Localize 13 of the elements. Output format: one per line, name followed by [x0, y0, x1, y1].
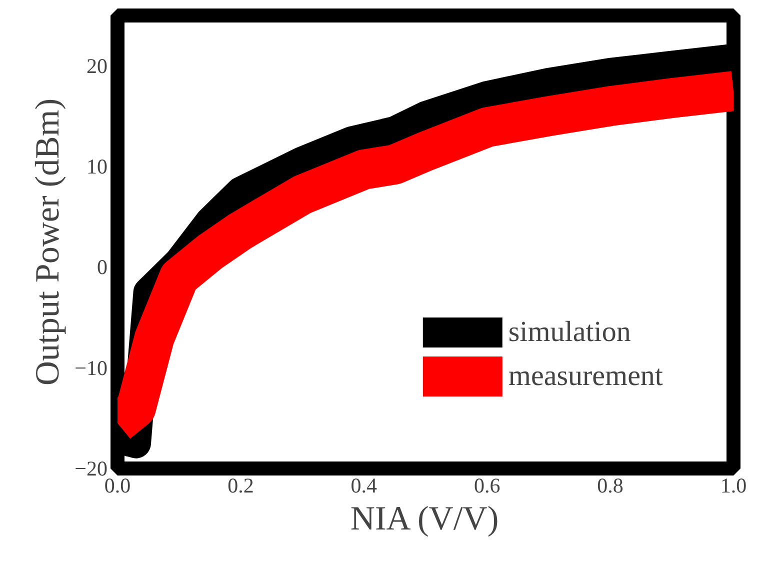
y-tick-label: 10 — [86, 154, 108, 178]
y-tick-label: 0 — [97, 255, 108, 280]
x-tick-label: 0.8 — [597, 474, 624, 498]
y-axis-title: Output Power (dBm) — [30, 98, 67, 386]
x-tick-label: 1.0 — [720, 474, 747, 498]
y-tick-label: 20 — [86, 54, 108, 78]
legend-label: measurement — [508, 360, 663, 392]
x-tick-label: 0.4 — [350, 474, 378, 498]
x-tick-label: 0.2 — [228, 474, 254, 498]
x-tick-label: 0.6 — [474, 474, 500, 498]
y-tick-label: −10 — [74, 356, 108, 380]
x-axis-title: NIA (V/V) — [350, 500, 499, 538]
legend-label: simulation — [508, 316, 631, 348]
